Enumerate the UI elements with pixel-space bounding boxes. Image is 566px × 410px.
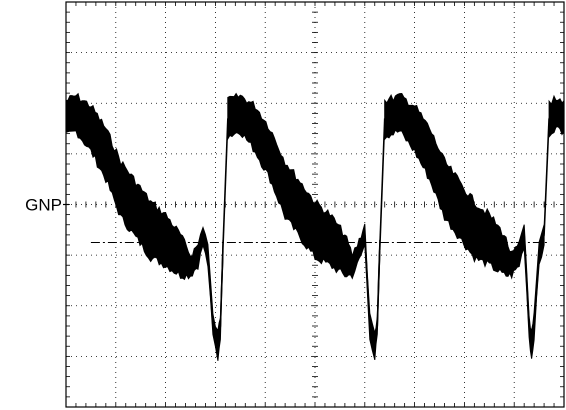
trace-segment — [384, 92, 545, 359]
waveform-trace — [65, 92, 565, 361]
trace-rising-edge — [543, 118, 550, 235]
trace-segment — [227, 92, 381, 361]
trace-rising-edge — [378, 118, 386, 251]
trace-line — [384, 112, 545, 347]
trace-line — [227, 112, 381, 347]
trace-segment — [65, 92, 224, 361]
gnp-label: GNP — [25, 196, 62, 215]
trace-rising-edge — [222, 118, 229, 251]
trace-line — [65, 112, 224, 347]
trace-line — [548, 112, 565, 119]
